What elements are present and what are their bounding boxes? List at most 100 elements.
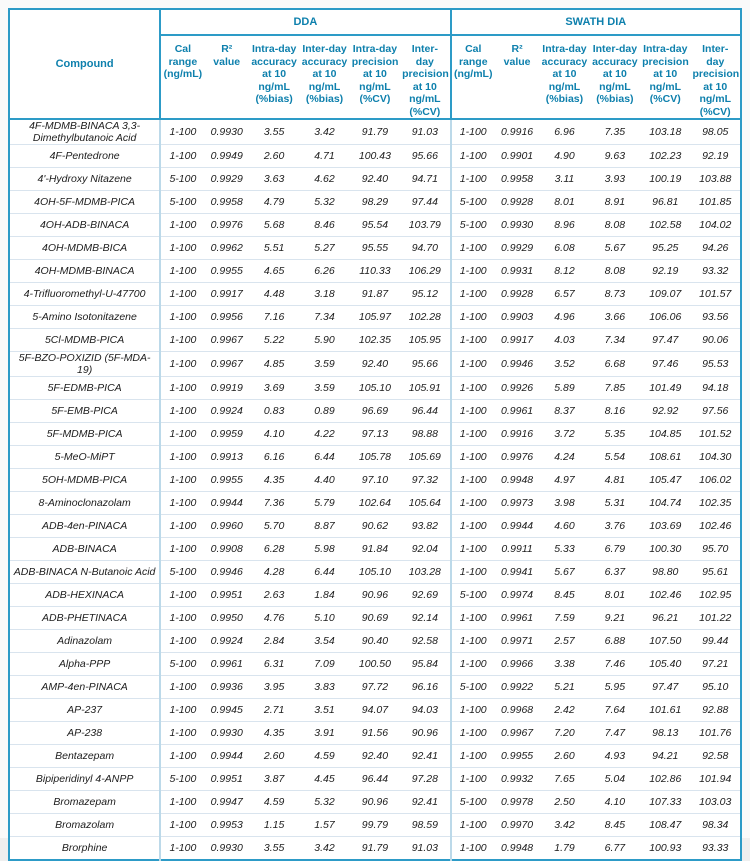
cell-swath-col0: 1-100 — [449, 813, 495, 837]
cell-swath-col0: 1-100 — [449, 351, 495, 377]
cell-swath-col2: 4.24 — [539, 445, 590, 469]
cell-dda-col3: 7.09 — [299, 652, 350, 676]
cell-dda-col4: 92.40 — [349, 744, 401, 768]
cell-dda-col2: 2.71 — [248, 698, 300, 722]
cell-swath-col1: 0.9974 — [494, 583, 540, 607]
cell-swath-col2: 8.12 — [539, 259, 590, 283]
cell-dda-col2: 3.87 — [248, 767, 300, 791]
cell-swath-col3: 5.31 — [589, 491, 641, 515]
cell-dda-col2: 5.22 — [248, 328, 300, 352]
table-row: ADB-BINACA N-Butanoic Acid 5-100 0.9946 4.2… — [9, 560, 741, 584]
cell-swath-col5: 92.58 — [690, 744, 741, 768]
cell-swath-col5: 97.21 — [690, 652, 741, 676]
compound-cell: 5F-EMB-PICA — [9, 399, 162, 423]
table-row: 4OH-MDMB-BICA 1-100 0.9962 5.51 5.27 95.55 94.… — [9, 236, 741, 260]
cell-swath-col2: 3.98 — [539, 491, 590, 515]
cell-swath-col1: 0.9966 — [494, 652, 540, 676]
cell-swath-col3: 8.16 — [589, 399, 641, 423]
cell-dda-col2: 6.16 — [248, 445, 300, 469]
cell-swath-col2: 8.45 — [539, 583, 590, 607]
cell-swath-col4: 95.25 — [640, 236, 691, 260]
table-row: AP-237 1-100 0.9945 2.71 3.51 94.07 94.03 1-100… — [9, 698, 741, 722]
cell-swath-col1: 0.9970 — [494, 813, 540, 837]
cell-swath-col4: 101.49 — [640, 376, 691, 400]
cell-dda-col1: 0.9946 — [204, 560, 249, 584]
cell-swath-col3: 7.46 — [589, 652, 641, 676]
cell-swath-col5: 106.02 — [690, 468, 741, 492]
cell-dda-col0: 1-100 — [160, 468, 205, 492]
cell-swath-col4: 102.58 — [640, 213, 691, 237]
cell-swath-col0: 1-100 — [449, 399, 495, 423]
cell-dda-col1: 0.9913 — [204, 445, 249, 469]
cell-swath-col4: 104.74 — [640, 491, 691, 515]
col-header-dda-4: Intra-day precision at 10 ng/mL (%CV) — [349, 35, 401, 120]
table-row: 4-Trifluoromethyl-U-47700 1-100 0.9917 4.48… — [9, 282, 741, 306]
cell-dda-col5: 92.41 — [400, 790, 451, 814]
cell-swath-col3: 5.35 — [589, 422, 641, 446]
cell-swath-col2: 7.65 — [539, 767, 590, 791]
cell-swath-col4: 92.19 — [640, 259, 691, 283]
table-row: 4OH-MDMB-BINACA 1-100 0.9955 4.65 6.26 110.33… — [9, 259, 741, 283]
cell-dda-col5: 94.03 — [400, 698, 451, 722]
cell-swath-col3: 5.95 — [589, 675, 641, 699]
cell-dda-col0: 1-100 — [160, 790, 205, 814]
compound-column-header: Compound — [9, 9, 162, 120]
cell-dda-col0: 1-100 — [160, 698, 205, 722]
compound-cell: 5-MeO-MiPT — [9, 445, 162, 469]
table-row: Bromazolam 1-100 0.9953 1.15 1.57 99.79 98.59 1… — [9, 813, 741, 837]
cell-swath-col3: 4.81 — [589, 468, 641, 492]
cell-dda-col3: 8.46 — [299, 213, 350, 237]
compound-cell: ADB-HEXINACA — [9, 583, 162, 607]
table-row: 5Cl-MDMB-PICA 1-100 0.9967 5.22 5.90 102.35 10… — [9, 328, 741, 352]
cell-swath-col0: 1-100 — [449, 606, 495, 630]
cell-swath-col5: 92.19 — [690, 144, 741, 168]
cell-dda-col4: 95.55 — [349, 236, 401, 260]
cell-swath-col0: 1-100 — [449, 652, 495, 676]
table-row: Bipiperidinyl 4-ANPP 5-100 0.9951 3.87 4.45 9… — [9, 767, 741, 791]
cell-swath-col2: 3.52 — [539, 351, 590, 377]
compound-cell: 4F-Pentedrone — [9, 144, 162, 168]
cell-swath-col2: 5.89 — [539, 376, 590, 400]
cell-dda-col5: 105.64 — [400, 491, 451, 515]
cell-swath-col4: 100.93 — [640, 836, 691, 860]
cell-swath-col3: 5.67 — [589, 236, 641, 260]
cell-swath-col3: 8.08 — [589, 259, 641, 283]
group-header-dda: DDA — [160, 9, 451, 36]
cell-dda-col3: 3.59 — [299, 351, 350, 377]
compound-cell: Bromazolam — [9, 813, 162, 837]
cell-swath-col3: 8.73 — [589, 282, 641, 306]
compound-cell: 5F-EDMB-PICA — [9, 376, 162, 400]
table-row: Alpha-PPP 5-100 0.9961 6.31 7.09 100.50 95.84 1… — [9, 652, 741, 676]
cell-swath-col2: 6.08 — [539, 236, 590, 260]
cell-swath-col5: 104.30 — [690, 445, 741, 469]
cell-swath-col1: 0.9961 — [494, 399, 540, 423]
cell-dda-col3: 6.44 — [299, 445, 350, 469]
cell-swath-col3: 6.68 — [589, 351, 641, 377]
table-row: 4OH-5F-MDMB-PICA 5-100 0.9958 4.79 5.32 98.29… — [9, 190, 741, 214]
cell-swath-col0: 1-100 — [449, 537, 495, 561]
cell-dda-col1: 0.9930 — [204, 836, 249, 860]
cell-dda-col3: 1.57 — [299, 813, 350, 837]
cell-dda-col2: 1.15 — [248, 813, 300, 837]
cell-dda-col3: 4.59 — [299, 744, 350, 768]
cell-dda-col4: 97.10 — [349, 468, 401, 492]
cell-dda-col1: 0.9917 — [204, 282, 249, 306]
cell-swath-col2: 4.90 — [539, 144, 590, 168]
table-row: 4F-MDMB-BINACA 3,3-Dimethylbutanoic Acid… — [9, 119, 741, 145]
compound-cell: 4F-MDMB-BINACA 3,3-Dimethylbutanoic Acid — [9, 119, 162, 145]
cell-dda-col4: 110.33 — [349, 259, 401, 283]
cell-swath-col1: 0.9948 — [494, 468, 540, 492]
cell-dda-col5: 97.28 — [400, 767, 451, 791]
table-row: 5-Amino Isotonitazene 1-100 0.9956 7.16 7.34… — [9, 305, 741, 329]
cell-dda-col2: 7.36 — [248, 491, 300, 515]
cell-dda-col0: 1-100 — [160, 376, 205, 400]
cell-dda-col2: 4.35 — [248, 468, 300, 492]
cell-dda-col2: 0.83 — [248, 399, 300, 423]
cell-dda-col0: 5-100 — [160, 767, 205, 791]
cell-swath-col0: 1-100 — [449, 167, 495, 191]
cell-swath-col1: 0.9929 — [494, 236, 540, 260]
cell-dda-col4: 105.10 — [349, 560, 401, 584]
cell-dda-col3: 4.71 — [299, 144, 350, 168]
validation-table: Compound DDA SWATH DIA Cal range (ng/mL)… — [8, 8, 742, 861]
cell-swath-col2: 5.33 — [539, 537, 590, 561]
